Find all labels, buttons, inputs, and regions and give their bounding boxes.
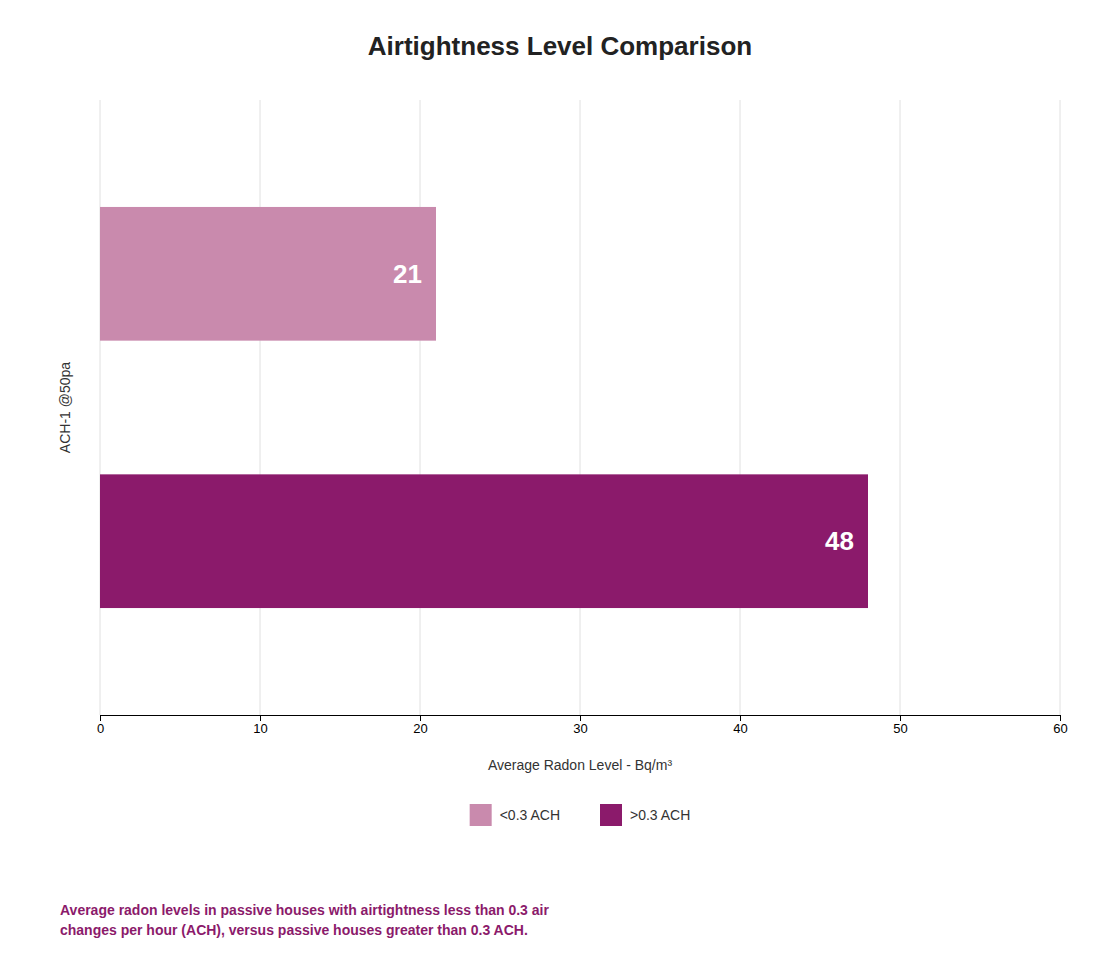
x-tick: 60 bbox=[1053, 715, 1067, 736]
x-tick-label: 60 bbox=[1053, 721, 1067, 736]
grid-line bbox=[260, 100, 261, 715]
x-tick-mark bbox=[580, 715, 581, 721]
chart: Airtightness Level Comparison 21 48 0 10 20 30… bbox=[0, 0, 1120, 975]
footnote-line: Average radon levels in passive houses w… bbox=[60, 902, 549, 918]
x-tick: 10 bbox=[253, 715, 267, 736]
grid-line bbox=[100, 100, 101, 715]
x-tick: 20 bbox=[413, 715, 427, 736]
x-tick: 30 bbox=[573, 715, 587, 736]
x-tick-mark bbox=[900, 715, 901, 721]
title: Airtightness Level Comparison bbox=[368, 31, 752, 61]
x-tick-label: 30 bbox=[573, 721, 587, 736]
data-label: 21 bbox=[393, 259, 422, 289]
x-tick: 0 bbox=[97, 715, 104, 736]
grid-line bbox=[420, 100, 421, 715]
x-tick-label: 20 bbox=[413, 721, 427, 736]
x-tick-mark bbox=[420, 715, 421, 721]
grid bbox=[100, 100, 1060, 715]
legend-item: >0.3 ACH bbox=[600, 804, 690, 826]
x-tick-label: 0 bbox=[97, 721, 104, 736]
legend-swatch bbox=[600, 804, 622, 826]
x-tick-mark bbox=[740, 715, 741, 721]
x-axis: 0 10 20 30 40 50 60 bbox=[97, 715, 1068, 736]
legend-label: >0.3 ACH bbox=[630, 807, 690, 823]
y-axis-label: ACH-1 @50pa bbox=[57, 362, 73, 453]
legend-label: <0.3 ACH bbox=[500, 807, 560, 823]
grid-line bbox=[1060, 100, 1061, 715]
legend-swatch bbox=[470, 804, 492, 826]
grid-line bbox=[580, 100, 581, 715]
legend: <0.3 ACH >0.3 ACH bbox=[470, 804, 691, 826]
x-tick-mark bbox=[100, 715, 101, 721]
x-tick-label: 10 bbox=[253, 721, 267, 736]
legend-item: <0.3 ACH bbox=[470, 804, 560, 826]
bar bbox=[100, 207, 436, 341]
grid-line bbox=[900, 100, 901, 715]
x-tick-label: 40 bbox=[733, 721, 747, 736]
data-label: 48 bbox=[825, 526, 854, 556]
footnote-line: changes per hour (ACH), versus passive h… bbox=[60, 922, 528, 938]
x-axis-label: Average Radon Level - Bq/m³ bbox=[488, 757, 673, 773]
x-tick: 40 bbox=[733, 715, 747, 736]
footnote: Average radon levels in passive houses w… bbox=[60, 902, 549, 938]
x-tick-mark bbox=[1060, 715, 1061, 721]
plot-area: 21 48 0 10 20 30 40 50 60 Average Radon Level - B… bbox=[57, 100, 1068, 773]
data-labels: 21 48 bbox=[393, 259, 854, 556]
bars bbox=[100, 207, 868, 608]
x-tick-label: 50 bbox=[893, 721, 907, 736]
x-tick-mark bbox=[260, 715, 261, 721]
x-tick: 50 bbox=[893, 715, 907, 736]
bar bbox=[100, 474, 868, 608]
grid-line bbox=[740, 100, 741, 715]
x-axis-line bbox=[101, 716, 1061, 722]
